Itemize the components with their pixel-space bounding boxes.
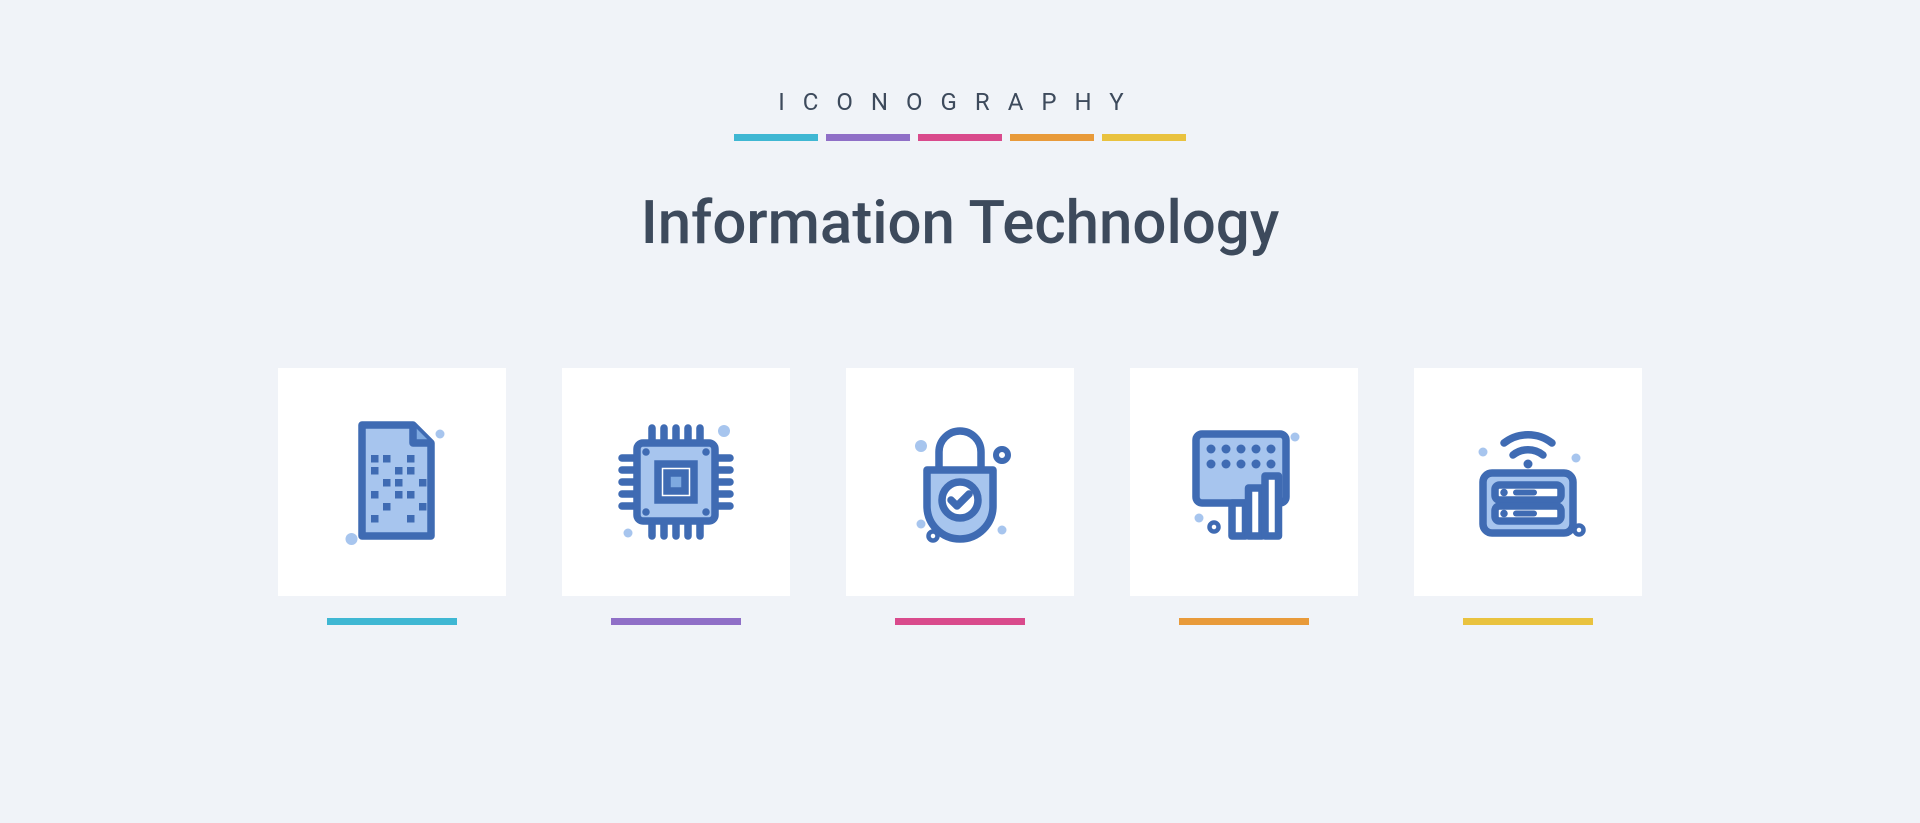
top-label: ICONOGRAPHY — [641, 88, 1279, 116]
underbar — [327, 618, 457, 625]
cpu-chip-icon — [601, 407, 751, 557]
underbar — [1179, 618, 1309, 625]
icon-box — [846, 368, 1074, 596]
underbar — [1463, 618, 1593, 625]
stripe-4 — [1010, 134, 1094, 141]
icon-card-data-monitor — [1130, 368, 1358, 625]
icon-row — [278, 368, 1642, 625]
icon-card-cpu-chip — [562, 368, 790, 625]
icon-card-binary-file — [278, 368, 506, 625]
data-monitor-icon — [1169, 407, 1319, 557]
stripe-1 — [734, 134, 818, 141]
stripe-2 — [826, 134, 910, 141]
icon-card-secure-lock — [846, 368, 1074, 625]
icon-box — [1130, 368, 1358, 596]
binary-file-icon — [317, 407, 467, 557]
color-stripes — [641, 134, 1279, 141]
icon-card-wifi-router — [1414, 368, 1642, 625]
wifi-router-icon — [1453, 407, 1603, 557]
stripe-3 — [918, 134, 1002, 141]
header-block: ICONOGRAPHY Information Technology — [641, 88, 1279, 368]
icon-box — [562, 368, 790, 596]
page-title: Information Technology — [641, 187, 1279, 258]
underbar — [611, 618, 741, 625]
underbar — [895, 618, 1025, 625]
secure-lock-icon — [885, 407, 1035, 557]
stripe-5 — [1102, 134, 1186, 141]
icon-box — [1414, 368, 1642, 596]
icon-box — [278, 368, 506, 596]
